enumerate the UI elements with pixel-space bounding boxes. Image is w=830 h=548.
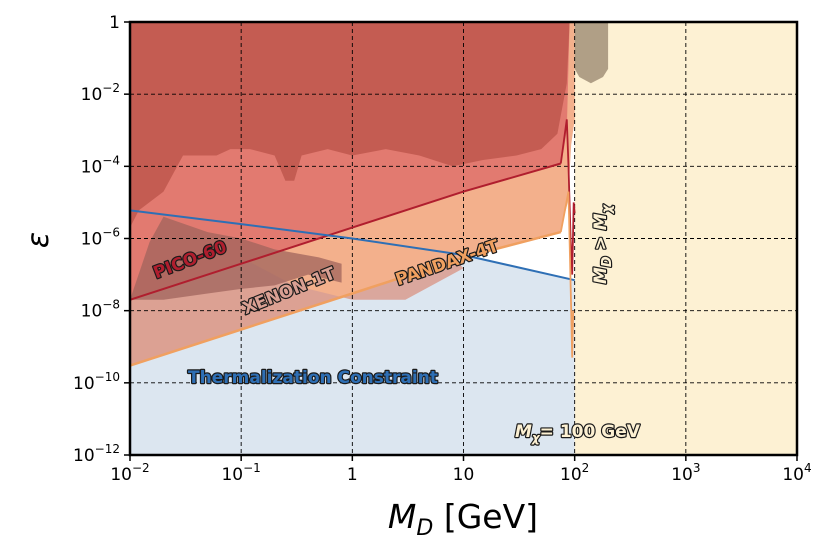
- x-tick-label: 102: [560, 461, 589, 485]
- thermalization-line: [130, 209, 575, 282]
- y-tick-label: 10−12: [73, 442, 120, 466]
- x-axis-label: MD [GeV]: [388, 497, 538, 541]
- x-tick-label: 10: [453, 465, 475, 485]
- x-tick-label: 10−2: [110, 461, 149, 485]
- pico-line: [130, 162, 562, 301]
- grid: [130, 22, 797, 455]
- y-axis-label: ε: [21, 232, 56, 248]
- y-axis-ticks: 1 10−2 10−4 10−6 10−8 10−10 10−12: [73, 13, 130, 466]
- x-tick-label: 10−1: [221, 461, 260, 485]
- grey-block: [574, 22, 609, 84]
- mx-label: Mχ= 100 GeV: [515, 422, 641, 445]
- series-lines: [130, 119, 576, 367]
- md-gt-mx-label: MD > Mχ: [591, 203, 615, 284]
- y-tick-label: 10−4: [81, 153, 120, 177]
- pandax-resonance-spike: [559, 191, 575, 358]
- y-tick-label: 10−6: [81, 226, 120, 250]
- x-tick-label: 104: [782, 461, 811, 485]
- y-tick-label: 10−2: [81, 81, 120, 105]
- xenon-dark-patch: [130, 216, 342, 300]
- y-tick-label: 10−8: [81, 298, 120, 322]
- top-excluded-region: [130, 22, 570, 228]
- x-tick-label: 1: [347, 465, 358, 485]
- thermalization-label: Thermalization Constraint: [188, 368, 438, 388]
- pandax-line: [130, 230, 562, 367]
- y-tick-label: 10−10: [73, 370, 120, 394]
- x-axis-ticks: 10−2 10−1 1 10 102 103 104: [110, 455, 812, 485]
- pico-resonance-spike: [559, 119, 576, 275]
- x-tick-label: 103: [671, 461, 700, 485]
- plot-area: [130, 22, 797, 455]
- y-tick-label: 1: [109, 13, 120, 33]
